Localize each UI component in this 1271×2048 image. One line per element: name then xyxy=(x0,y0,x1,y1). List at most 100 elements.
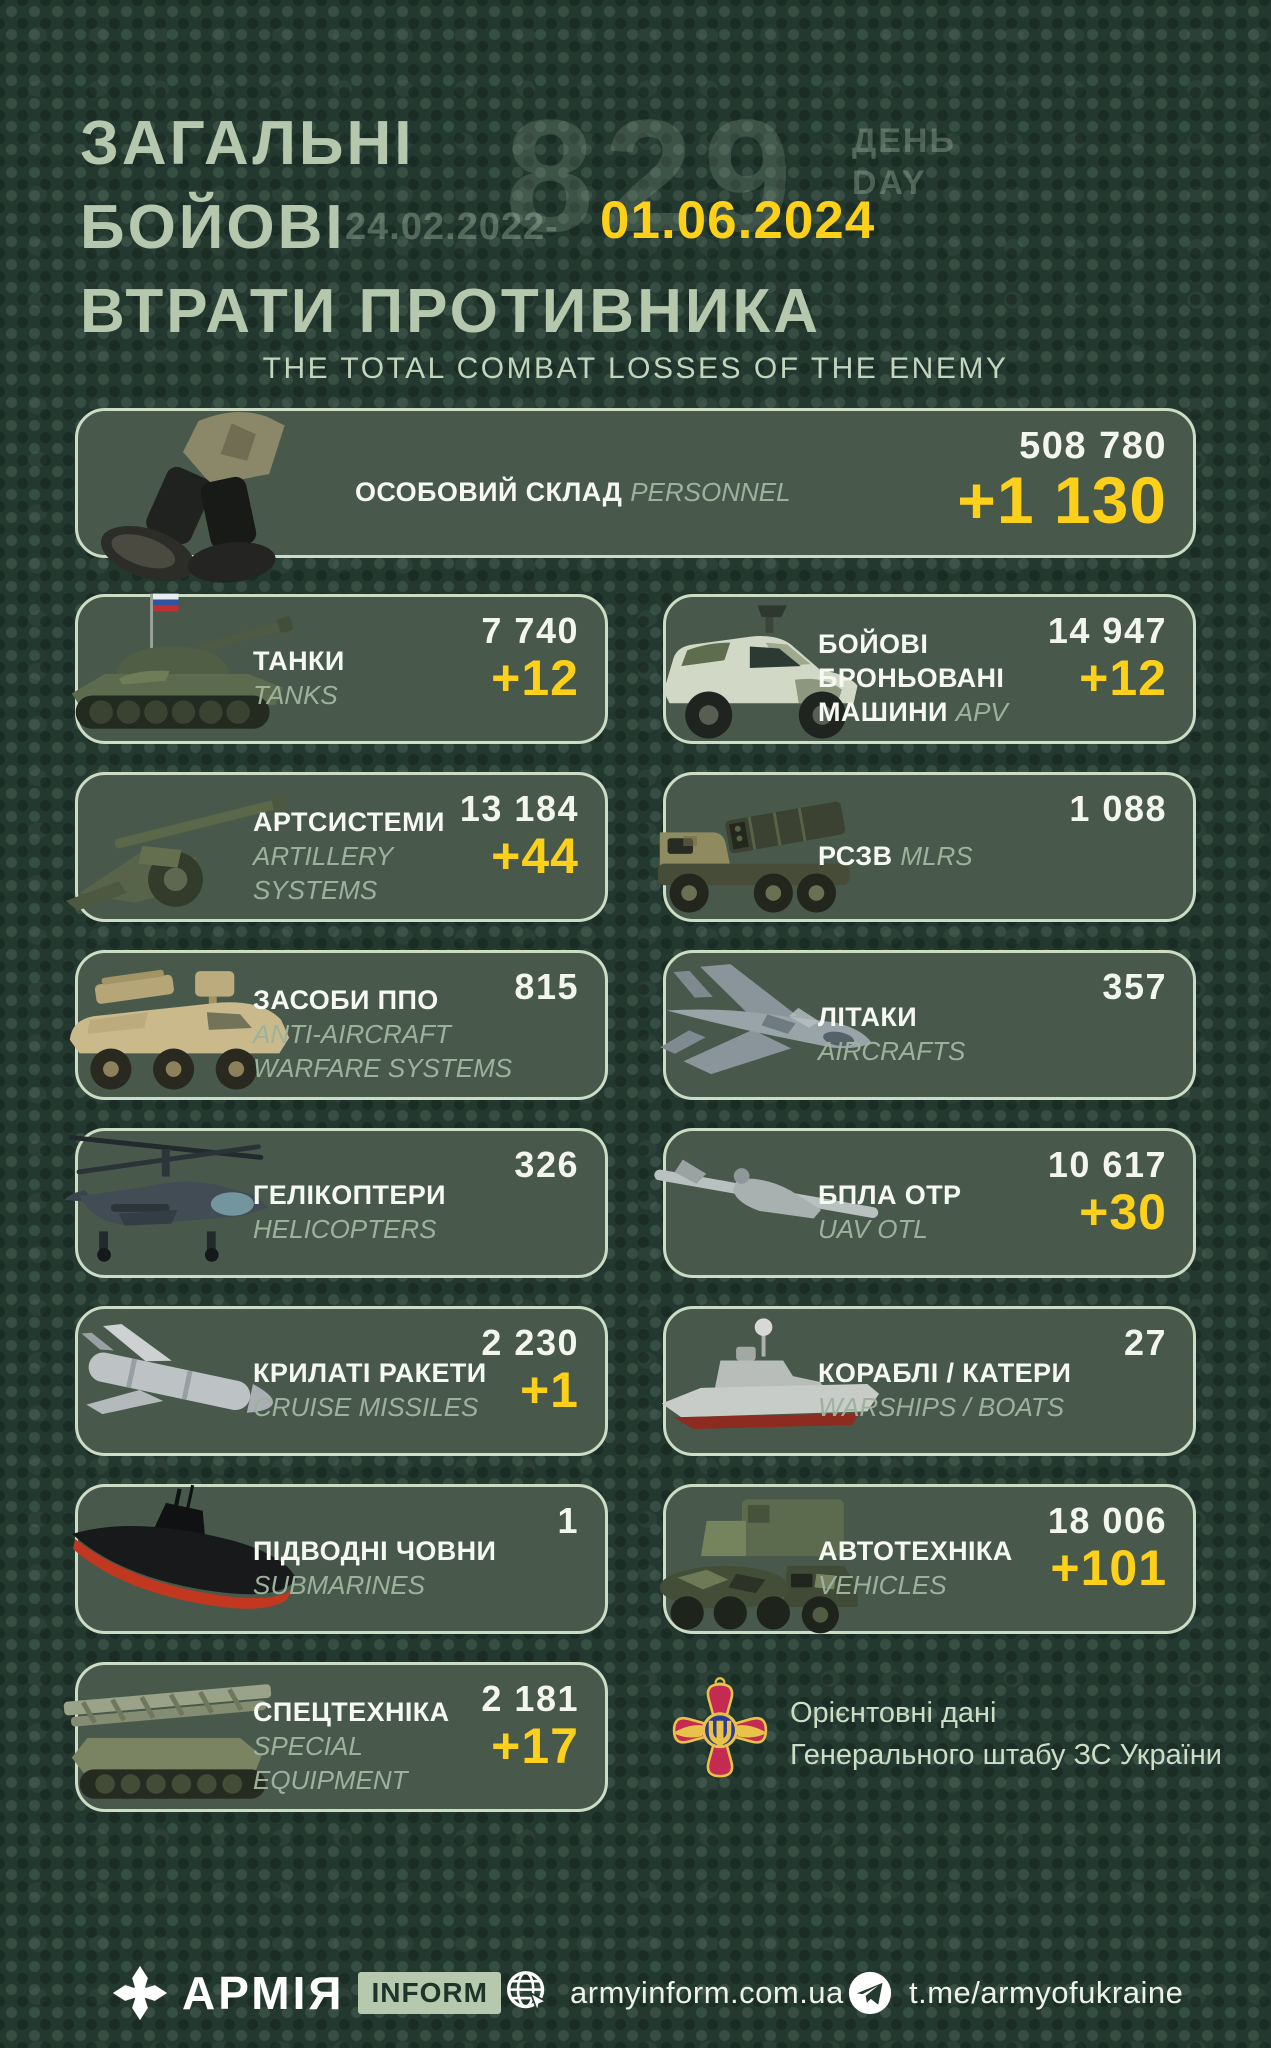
card-title-en: SUBMARINES xyxy=(253,1570,425,1600)
bridgelayer-image xyxy=(63,1684,272,1799)
card-submarines: ПІДВОДНІ ЧОВНИ SUBMARINES 1 xyxy=(72,1484,608,1634)
card-delta: +101 xyxy=(1050,1540,1167,1596)
submarine-image xyxy=(72,1484,297,1609)
card-helicopters: ГЕЛІКОПТЕРИ HELICOPTERS 326 xyxy=(63,1128,608,1278)
card-total: 1 088 xyxy=(1069,788,1167,829)
card-title-uk: КРИЛАТІ РАКЕТИ xyxy=(253,1358,487,1388)
page-subtitle: THE TOTAL COMBAT LOSSES OF THE ENEMY xyxy=(262,352,1009,385)
brand-name: АРМІЯ xyxy=(182,1967,345,2019)
day-label-uk: ДЕНЬ xyxy=(852,122,956,160)
warship-image xyxy=(661,1318,880,1429)
telegram-group: t.me/armyofukraine xyxy=(845,1958,1183,2028)
website-link: armyinform.com.ua xyxy=(570,1975,844,2010)
card-cruise-missiles: КРИЛАТІ РАКЕТИ CRUISE MISSILES 2 230 +1 xyxy=(75,1306,608,1456)
grad-launcher-image xyxy=(657,801,850,913)
tank-image xyxy=(71,593,294,729)
howitzer-image xyxy=(65,794,288,911)
card-total: 2 230 xyxy=(481,1322,579,1363)
card-total: 2 181 xyxy=(481,1678,579,1719)
card-total: 27 xyxy=(1123,1322,1167,1363)
card-title-uk: ОСОБОВИЙ СКЛАД xyxy=(355,477,631,507)
card-delta: +30 xyxy=(1079,1184,1167,1240)
card-total: 326 xyxy=(514,1144,579,1185)
card-title-en: HELICOPTERS xyxy=(253,1214,437,1244)
note-line2: Генерального штабу ЗС України xyxy=(790,1739,1222,1771)
card-title-en: AIRCRAFTS xyxy=(818,1036,966,1066)
card-title-uk: СПЕЦТЕХНІКА xyxy=(253,1697,450,1727)
day-number-watermark: 829 xyxy=(505,86,802,265)
card-warships: КОРАБЛІ / КАТЕРИ WARSHIPS / BOATS 27 xyxy=(661,1306,1196,1456)
card-title-uk: АРТСИСТЕМИ xyxy=(253,807,445,837)
card-delta: +17 xyxy=(491,1718,579,1774)
sam-vehicle-image xyxy=(69,969,290,1090)
armyinform-brand: АРМІЯ INFORM xyxy=(112,1958,501,2028)
card-title-uk: ЛІТАКИ xyxy=(818,1002,918,1032)
card-title-en: APV xyxy=(955,697,1008,727)
card-title-en: CRUISE MISSILES xyxy=(253,1392,479,1422)
brand-badge: INFORM xyxy=(358,1972,501,2014)
armyinform-logo-icon xyxy=(112,1965,168,2021)
day-label-en: DAY xyxy=(852,164,927,202)
armored-vehicle-image xyxy=(663,605,858,739)
card-anti-aircraft: ЗАСОБИ ППО ANTI-AIRCRAFT WARFARE SYSTEMS… xyxy=(69,950,608,1100)
attack-helicopter-image xyxy=(63,1135,268,1262)
card-personnel: ОСОБОВИЙ СКЛАД PERSONNEL 508 780 +1 130 xyxy=(75,408,1196,583)
note-line1: Орієнтовні дані xyxy=(790,1697,997,1729)
card-title-uk: ТАНКИ xyxy=(253,646,345,676)
card-title-en: SPECIAL EQUIPMENT xyxy=(253,1731,408,1795)
page-title-line1: ЗАГАЛЬНІ xyxy=(80,109,415,178)
card-total: 815 xyxy=(514,966,579,1007)
card-total: 18 006 xyxy=(1047,1500,1167,1541)
card-mlrs: РСЗВ MLRS 1 088 xyxy=(657,772,1196,922)
card-title-en: WARSHIPS / BOATS xyxy=(818,1392,1065,1422)
card-title-en: UAV OTL xyxy=(818,1214,928,1244)
card-title-uk: АВТОТЕХНІКА xyxy=(818,1536,1013,1566)
card-total: 7 740 xyxy=(481,610,579,651)
card-title-uk: БПЛА ОТР xyxy=(818,1180,962,1210)
card-title-en: TANKS xyxy=(253,680,338,710)
card-title-en: ARTILLERY SYSTEMS xyxy=(253,841,394,905)
card-title-en: PERSONNEL xyxy=(630,477,791,507)
telegram-link: t.me/armyofukraine xyxy=(909,1975,1184,2010)
card-total: 1 xyxy=(557,1500,579,1541)
card-title-uk: КОРАБЛІ / КАТЕРИ xyxy=(818,1358,1072,1388)
card-title-en: MLRS xyxy=(900,841,973,871)
card-delta: +1 xyxy=(519,1362,579,1418)
card-delta: +12 xyxy=(491,650,579,706)
card-total: 13 184 xyxy=(459,788,579,829)
card-total: 10 617 xyxy=(1047,1144,1167,1185)
general-staff-emblem xyxy=(672,1677,768,1778)
card-total: 357 xyxy=(1102,966,1167,1007)
card-uav: БПЛА ОТР UAV OTL 10 617 +30 xyxy=(654,1128,1196,1278)
card-artillery: АРТСИСТЕМИ ARTILLERY SYSTEMS 13 184 +44 xyxy=(65,772,608,922)
fallen-soldier-image xyxy=(100,411,285,583)
website-group: armyinform.com.ua xyxy=(502,1958,844,2028)
card-delta: +12 xyxy=(1079,650,1167,706)
card-title-en: ANTI-AIRCRAFT WARFARE SYSTEMS xyxy=(253,1019,513,1083)
card-total: 508 780 xyxy=(1019,425,1167,467)
card-total: 14 947 xyxy=(1047,610,1167,651)
fighter-jet-image xyxy=(660,964,872,1075)
card-apv: БОЙОВІ БРОНЬОВАНІ МАШИНИ APV 14 947 +12 xyxy=(663,594,1196,744)
card-title-uk: ГЕЛІКОПТЕРИ xyxy=(253,1180,446,1210)
card-aircraft: ЛІТАКИ AIRCRAFTS 357 xyxy=(660,950,1196,1100)
globe-icon xyxy=(507,1971,548,2015)
card-tanks: ТАНКИ TANKS 7 740 +12 xyxy=(71,593,608,744)
card-title-uk: РСЗВ xyxy=(818,841,901,871)
card-title-en: VEHICLES xyxy=(818,1570,947,1600)
card-title-uk: БОЙОВІ БРОНЬОВАНІ МАШИНИ xyxy=(818,629,1005,727)
military-trucks-image xyxy=(659,1499,858,1634)
date-range-end: 01.06.2024 xyxy=(600,191,876,250)
card-delta: +1 130 xyxy=(957,463,1167,537)
card-special-equipment: СПЕЦТЕХНІКА SPECIAL EQUIPMENT 2 181 +17 xyxy=(63,1662,608,1812)
card-delta: +44 xyxy=(491,828,579,884)
page-title-line2: БОЙОВІ xyxy=(80,193,346,262)
card-title-uk: ПІДВОДНІ ЧОВНИ xyxy=(253,1536,497,1566)
cruise-missile-image xyxy=(81,1324,273,1415)
page-title-line3: ВТРАТИ ПРОТИВНИКА xyxy=(80,277,822,346)
card-vehicles: АВТОТЕХНІКА VEHICLES 18 006 +101 xyxy=(659,1484,1196,1634)
date-range-start: 24.02.2022- xyxy=(345,206,559,248)
telegram-icon xyxy=(848,1971,892,2015)
card-title-uk: ЗАСОБИ ППО xyxy=(253,985,439,1015)
